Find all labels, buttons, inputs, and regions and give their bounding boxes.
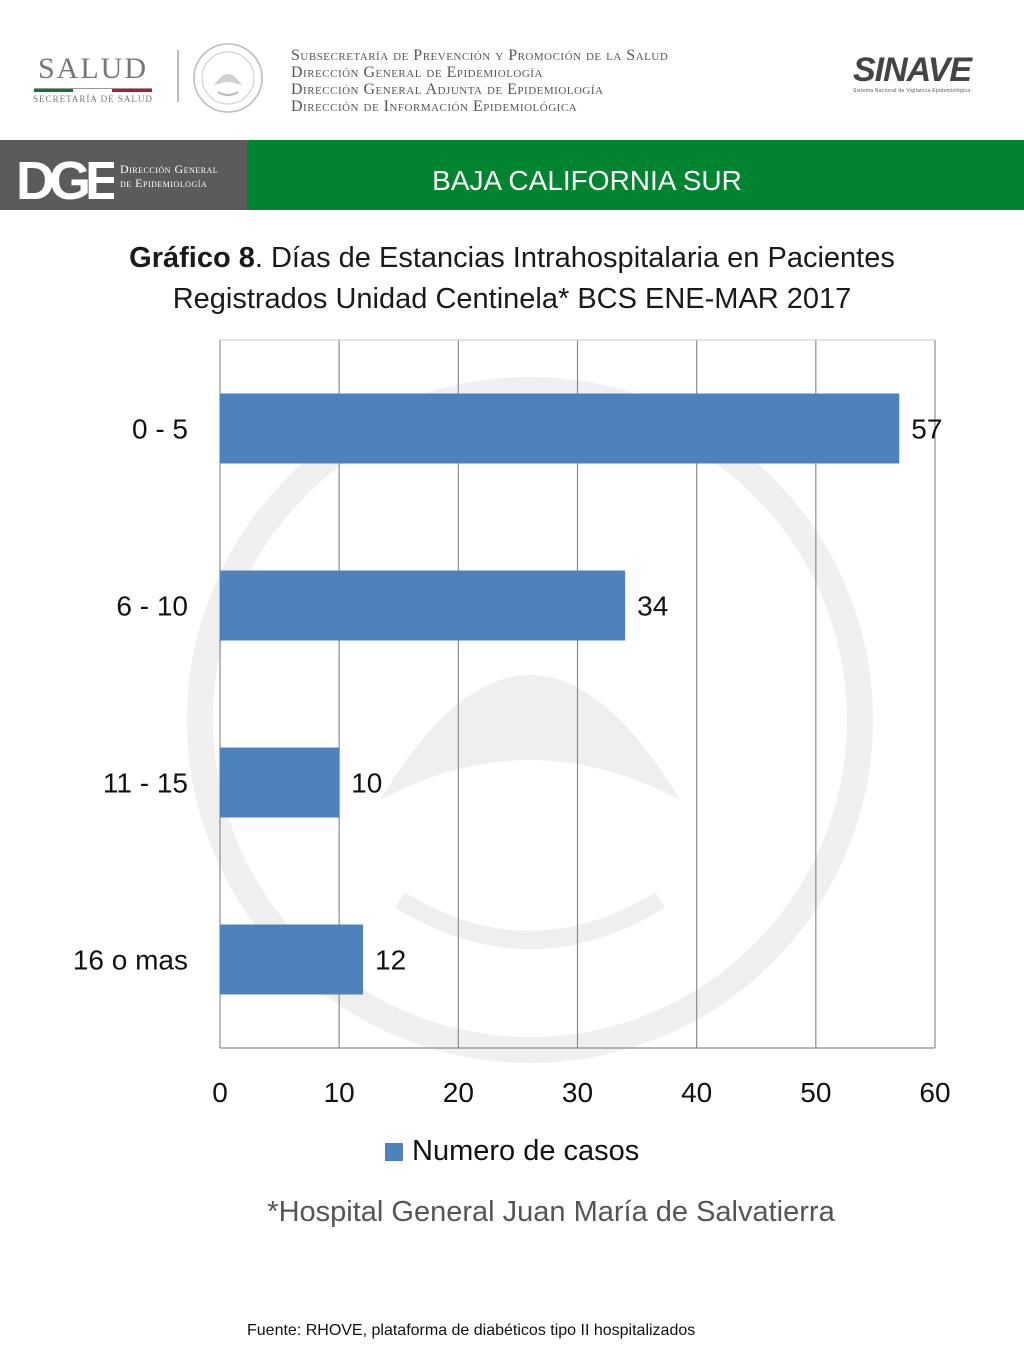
sinave-logo-subtitle: Sistema Nacional de Vigilancia Epidemiol… [853, 88, 971, 94]
salud-logo-word: SALUD [37, 52, 148, 85]
x-tick-label: 0 [212, 1077, 228, 1108]
bar-value-label: 12 [375, 945, 406, 976]
category-label: 0 - 5 [132, 414, 188, 445]
bar-value-label: 57 [911, 414, 942, 445]
bar [220, 570, 626, 641]
category-label: 11 - 15 [103, 768, 188, 799]
x-tick-label: 60 [919, 1077, 950, 1108]
x-tick-label: 20 [443, 1077, 474, 1108]
source-note: Fuente: RHOVE, plataforma de diabéticos … [247, 1322, 696, 1339]
x-tick-label: 30 [562, 1077, 593, 1108]
category-label: 6 - 10 [116, 591, 188, 622]
logo-divider [177, 50, 179, 102]
region-band: DGE Dirección General de Epidemiología B… [0, 140, 1024, 210]
dge-logo-line2: de Epidemiología [120, 176, 208, 190]
page-header: SALUD SECRETARÍA DE SALUD Subsecretaría … [0, 0, 1024, 140]
institution-line: Dirección General de Epidemiología [291, 64, 543, 81]
chart-title-text: . Días de Estancias Intrahospitalaria en… [254, 242, 895, 274]
national-seal-icon [193, 43, 263, 113]
dge-logo-mark: DGE [16, 151, 114, 205]
salud-logo-subtitle: SECRETARÍA DE SALUD [33, 94, 153, 104]
x-tick-label: 10 [324, 1077, 355, 1108]
sinave-logo-word: SINAVE [853, 51, 972, 89]
salud-logo: SALUD SECRETARÍA DE SALUD [28, 52, 158, 112]
hospital-footnote: *Hospital General Juan María de Salvatie… [267, 1196, 835, 1228]
sinave-logo: SINAVE Sistema Nacional de Vigilancia Ep… [853, 52, 989, 98]
institution-lines: Subsecretaría de Prevención y Promoción … [291, 47, 811, 115]
legend: Numero de casos [385, 1135, 639, 1167]
dge-logo-text: Dirección General de Epidemiología [120, 162, 218, 190]
region-band-green [247, 140, 1024, 210]
x-tick-labels: 0 10 20 30 40 50 60 [212, 1077, 950, 1108]
institution-line: Dirección General Adjunta de Epidemiolog… [291, 81, 604, 98]
institution-line: Dirección de Información Epidemiológica [291, 98, 578, 115]
value-labels: 57 34 10 12 [351, 414, 942, 976]
watermark-seal-icon [187, 377, 873, 1063]
dge-logo-icon: DGE [16, 151, 114, 205]
institution-line: Subsecretaría de Prevención y Promoción … [291, 47, 669, 64]
bar [220, 924, 363, 995]
chart-title-line2: Registrados Unidad Centinela* BCS ENE-MA… [172, 283, 852, 315]
chart-title-line1: Gráfico 8. Días de Estancias Intrahospit… [60, 238, 964, 279]
bar-value-label: 34 [637, 591, 668, 622]
x-tick-label: 50 [800, 1077, 831, 1108]
x-tick-label: 40 [681, 1077, 712, 1108]
bar [220, 747, 340, 818]
legend-label: Numero de casos [412, 1135, 639, 1167]
region-title: BAJA CALIFORNIA SUR [432, 165, 742, 196]
category-labels: 0 - 5 6 - 10 11 - 15 16 o mas [73, 414, 188, 976]
chart-title: Gráfico 8. Días de Estancias Intrahospit… [60, 238, 964, 320]
chart-title-number: Gráfico 8 [129, 242, 255, 274]
category-label: 16 o mas [73, 945, 188, 976]
bar-chart: 57 34 10 12 0 - 5 6 - 10 11 - 15 16 o mas 0 10 2… [73, 339, 951, 1167]
dge-logo-panel: DGE Dirección General de Epidemiología [0, 140, 247, 210]
bar-value-label: 10 [351, 768, 382, 799]
bar [220, 393, 900, 464]
salud-logo-stripe [34, 88, 152, 92]
bars [220, 393, 900, 995]
dge-logo-line1: Dirección General [120, 162, 219, 176]
legend-swatch [385, 1143, 403, 1161]
